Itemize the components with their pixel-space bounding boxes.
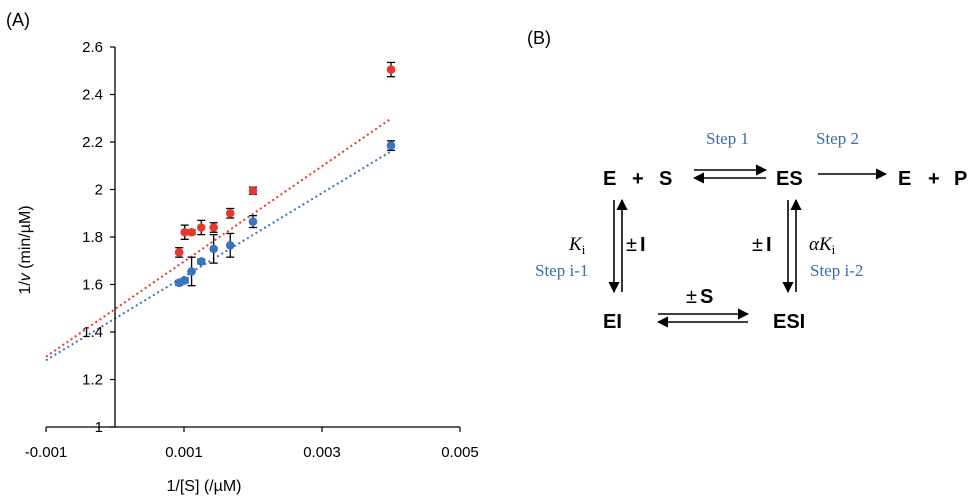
node-e-plus-p: E + P	[898, 168, 967, 190]
node-ei: EI	[603, 311, 622, 333]
x-tick-label: 0.001	[165, 444, 203, 461]
step-1-label: Step 1	[706, 129, 749, 148]
x-tick-labels: -0.001 0.001 0.003 0.005	[25, 427, 479, 461]
y-tick-label: 2	[95, 182, 103, 199]
data-point-series-1	[187, 227, 196, 237]
pm-i-right: ± I	[752, 234, 772, 256]
pm-i-left: ± I	[626, 234, 646, 256]
trendline-2	[45, 150, 392, 362]
alpha-ki-k: K	[818, 234, 833, 255]
lineweaver-burk-chart: (A) 1 1.2 1.4 1.6 1.8 2 2.2 2.4 2.6 -0.001 0.001 0…	[6, 10, 479, 495]
x-tick-label: 0.005	[441, 444, 479, 461]
x-tick-label: 0.003	[303, 444, 341, 461]
y-axis-label: 1/v (min/µM)	[17, 205, 34, 294]
node-e-plus-s: E + S	[603, 168, 672, 190]
node-plus-product: +	[928, 168, 940, 190]
alpha-ki-label: αKi	[809, 234, 836, 257]
x-tick-label: -0.001	[25, 444, 68, 461]
step-i1-label: Step i-1	[535, 261, 588, 280]
data-point-series-1	[225, 208, 235, 218]
substrate-bottom: S	[700, 286, 713, 308]
alpha-ki-sub: i	[832, 242, 836, 257]
pm-right: ±	[752, 234, 763, 256]
ki-sub: i	[582, 242, 586, 257]
y-tick-label: 1.4	[82, 324, 103, 341]
pm-bottom: ±	[686, 286, 697, 308]
step-2-label: Step 2	[816, 129, 859, 148]
y-tick-label: 2.6	[82, 39, 103, 56]
y-tick-label: 1.6	[82, 277, 103, 294]
node-s: S	[659, 168, 672, 190]
data-point-series-2	[187, 267, 196, 276]
data-point-series-2	[180, 276, 189, 285]
inhibition-scheme: (B) E + S ES E + P EI ESI Step 1 Step 2 …	[527, 28, 967, 333]
y-tick-label: 1	[95, 419, 103, 436]
data-point-series-1	[174, 248, 184, 257]
y-tick-label: 1.8	[82, 229, 103, 246]
y-axis-label-prefix: 1/	[17, 281, 34, 295]
node-e-product: E	[898, 168, 911, 190]
panel-label-b: (B)	[527, 28, 551, 48]
data-points	[174, 65, 396, 288]
data-point-series-1	[196, 223, 206, 232]
x-axis-label: 1/[S] (/µM)	[167, 478, 242, 495]
pm-left: ±	[626, 234, 637, 256]
inhibitor-left: I	[640, 234, 646, 256]
data-point-series-2	[196, 257, 206, 266]
y-tick-label: 2.2	[82, 134, 103, 151]
node-e: E	[603, 168, 616, 190]
ki-k: K	[568, 234, 583, 255]
trendlines	[45, 117, 392, 362]
node-es: ES	[776, 168, 803, 190]
data-point-series-2	[248, 217, 258, 226]
step-i2-label: Step i-2	[810, 261, 863, 280]
y-tick-label: 1.2	[82, 372, 103, 389]
y-axis-label-suffix: (min/µM)	[17, 205, 34, 273]
error-bars	[175, 61, 395, 287]
data-point-series-2	[386, 141, 396, 150]
ki-label: Ki	[568, 234, 586, 257]
node-p: P	[954, 168, 967, 190]
data-point-series-1	[248, 186, 258, 195]
y-tick-labels: 1 1.2 1.4 1.6 1.8 2 2.2 2.4 2.6	[82, 39, 115, 436]
data-point-series-2	[225, 241, 235, 250]
y-axis-label-var: v	[17, 272, 34, 281]
alpha-symbol: α	[809, 234, 820, 255]
y-tick-label: 2.4	[82, 87, 103, 104]
pm-s-bottom: ± S	[686, 286, 713, 308]
node-plus: +	[632, 168, 644, 190]
data-point-series-1	[386, 65, 396, 74]
inhibitor-right: I	[766, 234, 772, 256]
panel-label-a: (A)	[6, 10, 30, 30]
node-esi: ESI	[773, 311, 805, 333]
data-point-series-1	[180, 227, 189, 237]
data-point-series-2	[209, 244, 218, 254]
data-point-series-1	[209, 223, 218, 232]
